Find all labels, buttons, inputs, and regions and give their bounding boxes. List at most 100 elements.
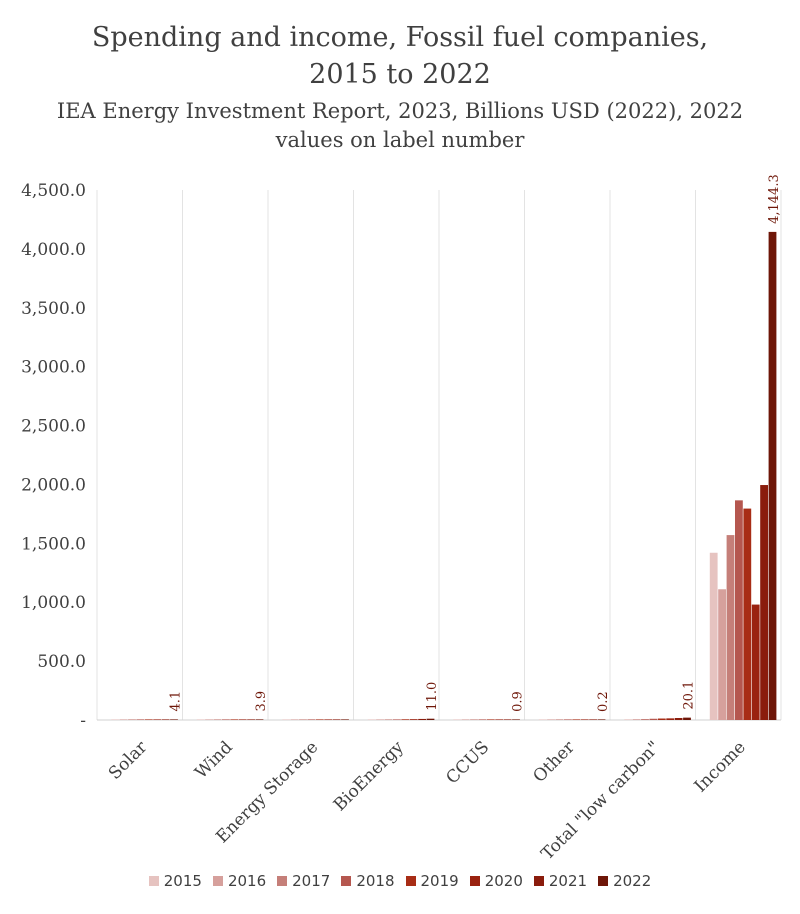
bar bbox=[632, 719, 641, 720]
bar bbox=[683, 717, 691, 720]
bar bbox=[315, 719, 324, 720]
x-tick-label: Solar bbox=[105, 737, 152, 784]
y-tick-label: 3,000.0 bbox=[21, 358, 86, 378]
bar bbox=[170, 719, 178, 720]
legend-item: 2018 bbox=[341, 872, 395, 890]
bar bbox=[161, 719, 170, 720]
y-tick-label: - bbox=[80, 711, 86, 731]
data-label: 3.9 bbox=[254, 691, 269, 712]
legend-swatch bbox=[469, 876, 480, 886]
legend-item: 2022 bbox=[598, 872, 651, 890]
legend-swatch bbox=[405, 876, 416, 886]
bar bbox=[580, 719, 589, 720]
bar bbox=[418, 718, 426, 720]
bar bbox=[666, 718, 675, 720]
bar bbox=[512, 719, 520, 720]
bar bbox=[641, 718, 649, 720]
bar bbox=[196, 719, 205, 720]
legend-swatch bbox=[598, 876, 609, 886]
bar bbox=[367, 719, 376, 720]
y-tick-label: 1,500.0 bbox=[21, 534, 86, 554]
bar bbox=[205, 719, 213, 720]
bar bbox=[657, 718, 666, 720]
bar bbox=[768, 231, 777, 720]
y-tick-label: 2,000.0 bbox=[21, 475, 86, 495]
legend-label: 2015 bbox=[163, 872, 202, 890]
bar bbox=[453, 719, 462, 720]
bar bbox=[247, 719, 255, 720]
bar bbox=[213, 719, 222, 720]
legend-item: 2020 bbox=[469, 872, 523, 890]
bar bbox=[709, 552, 718, 720]
legend-item: 2019 bbox=[405, 872, 459, 890]
bar bbox=[290, 719, 299, 720]
bar bbox=[307, 719, 316, 720]
bar bbox=[555, 719, 564, 720]
x-tick-label: BioEnergy bbox=[330, 737, 408, 815]
bar bbox=[470, 719, 478, 720]
chart-legend: 2015 2016 2017 2018 2019 2020 2021 2022 bbox=[0, 872, 800, 890]
legend-label: 2017 bbox=[292, 872, 331, 890]
bar bbox=[572, 719, 581, 720]
legend-swatch bbox=[148, 876, 159, 886]
data-label: 0.2 bbox=[596, 691, 611, 712]
bar bbox=[461, 719, 470, 720]
chart-title-line-1: Spending and income, Fossil fuel compani… bbox=[91, 22, 709, 53]
legend-label: 2021 bbox=[548, 872, 588, 890]
bar bbox=[495, 719, 504, 720]
bar bbox=[255, 719, 264, 720]
y-tick-label: 3,500.0 bbox=[21, 299, 86, 319]
x-tick-label: CCUS bbox=[442, 737, 493, 788]
bar bbox=[547, 719, 555, 720]
bar bbox=[401, 719, 410, 720]
legend-item: 2016 bbox=[212, 872, 266, 890]
y-tick-label: 4,000.0 bbox=[21, 240, 86, 260]
bar bbox=[674, 717, 683, 720]
bar bbox=[282, 719, 291, 720]
y-tick-label: 4,500.0 bbox=[21, 181, 86, 201]
bar bbox=[230, 719, 239, 720]
data-label: 0.9 bbox=[510, 691, 525, 712]
bar bbox=[111, 719, 120, 720]
bar bbox=[538, 719, 547, 720]
bar bbox=[751, 604, 760, 720]
bar bbox=[409, 719, 418, 720]
bar bbox=[649, 718, 658, 720]
bar bbox=[735, 500, 743, 720]
y-tick-label: 2,500.0 bbox=[21, 417, 86, 437]
bar bbox=[564, 719, 572, 720]
bar bbox=[393, 719, 401, 720]
legend-item: 2017 bbox=[277, 872, 330, 890]
bar bbox=[128, 719, 136, 720]
legend-item: 2021 bbox=[533, 872, 588, 890]
bar bbox=[589, 719, 597, 720]
y-tick-label: 500.0 bbox=[37, 652, 86, 672]
legend-swatch bbox=[533, 876, 544, 886]
chart-title-line-2: 2015 to 2022 bbox=[309, 59, 491, 90]
chart-subtitle-line-1: IEA Energy Investment Report, 2023, Bill… bbox=[56, 99, 744, 123]
bar bbox=[624, 719, 633, 720]
bar bbox=[299, 719, 307, 720]
bar bbox=[384, 719, 393, 720]
legend-swatch bbox=[277, 876, 288, 886]
legend-swatch bbox=[212, 876, 223, 886]
legend-label: 2018 bbox=[356, 872, 395, 890]
legend-label: 2019 bbox=[420, 872, 459, 890]
data-label: 11.0 bbox=[425, 682, 440, 711]
bar bbox=[136, 719, 145, 720]
bar bbox=[332, 719, 341, 720]
bar bbox=[597, 719, 606, 720]
data-label: 4,144.3 bbox=[767, 174, 782, 224]
y-tick-label: 1,000.0 bbox=[21, 593, 86, 613]
data-label: 4.1 bbox=[168, 691, 183, 712]
bar bbox=[486, 719, 495, 720]
bar bbox=[376, 719, 384, 720]
legend-label: 2020 bbox=[484, 872, 523, 890]
bar bbox=[119, 719, 128, 720]
bar bbox=[503, 719, 512, 720]
bar bbox=[743, 508, 752, 720]
bar bbox=[144, 719, 153, 720]
data-label: 20.1 bbox=[681, 681, 696, 710]
bar bbox=[426, 718, 435, 720]
